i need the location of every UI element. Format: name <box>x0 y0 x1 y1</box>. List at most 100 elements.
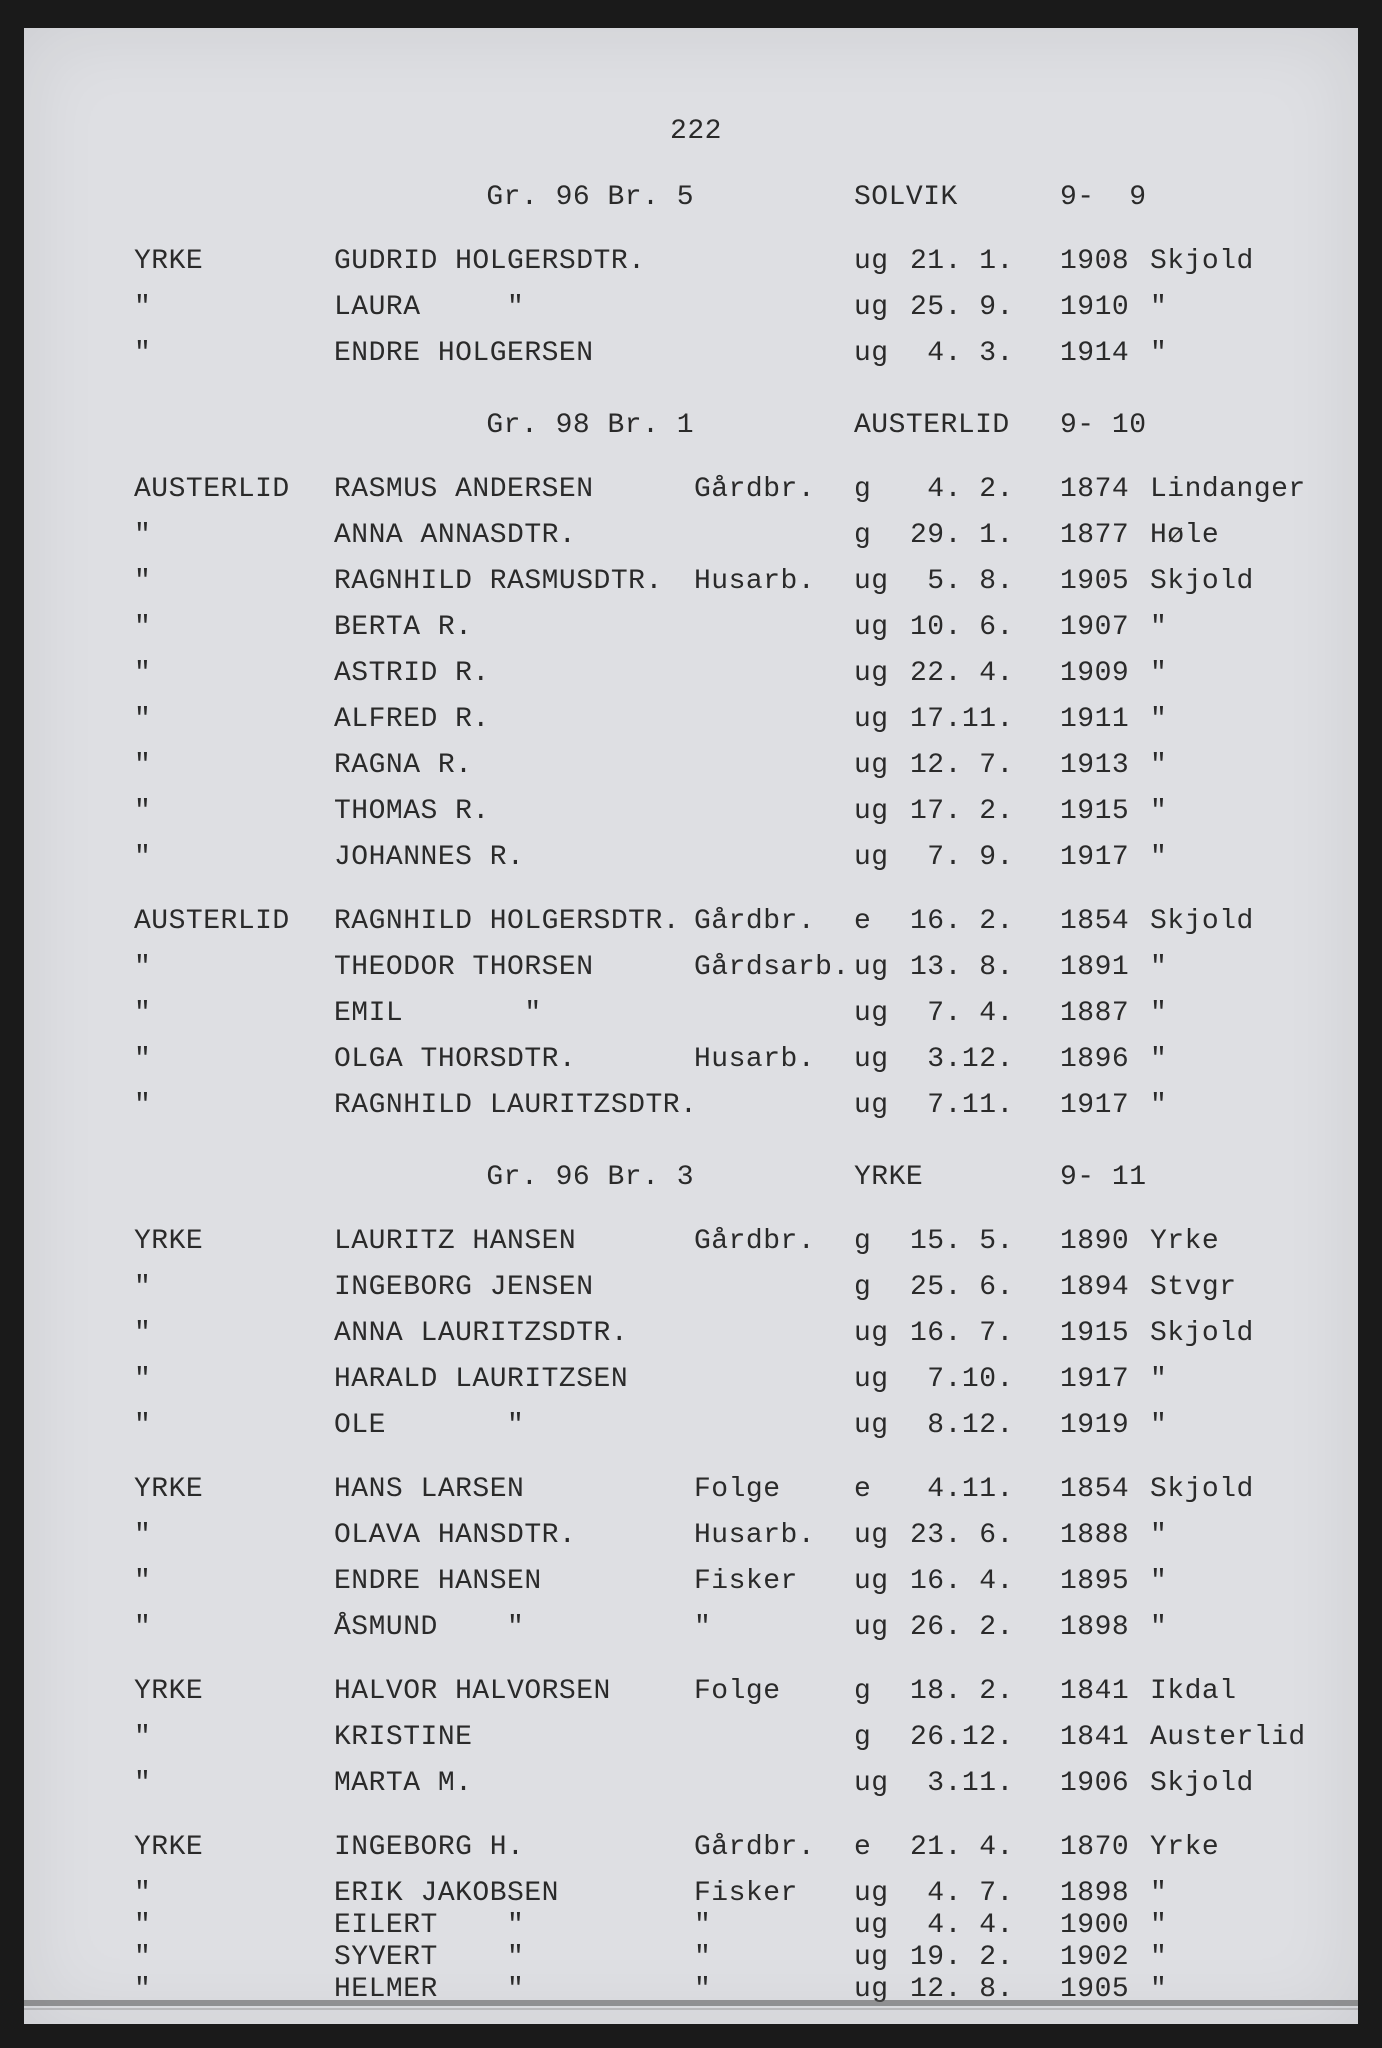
col-status: ug <box>854 568 910 596</box>
col-year: 1917 <box>1060 1366 1150 1394</box>
record-row: "LAURA "ug25. 9.1910" <box>134 294 1258 326</box>
record-row: YRKEGUDRID HOLGERSDTR.ug21. 1.1908Skjold <box>134 248 1258 280</box>
col-name: HANS LARSEN <box>334 1476 694 1504</box>
col-status: ug <box>854 1568 910 1596</box>
gap <box>134 1138 1258 1164</box>
record-row: "MARTA M.ug 3.11.1906Skjold <box>134 1770 1258 1802</box>
col-date: 7.10. <box>910 1366 1060 1394</box>
col-place: " <box>134 1320 334 1348</box>
record-row: YRKEINGEBORG H.Gårdbr.e21. 4.1870Yrke <box>134 1834 1258 1866</box>
gap <box>134 2008 1258 2034</box>
col-origin: " <box>1150 706 1258 734</box>
scan-frame: 222 Gr. 96 Br. 5SOLVIK9- 9YRKEGUDRID HOL… <box>0 0 1382 2048</box>
record-row: YRKEHANS LARSENFolgee 4.11.1854Skjold <box>134 1476 1258 1508</box>
col-place: " <box>134 798 334 826</box>
col-year: 1917 <box>1060 1092 1150 1120</box>
col-place: " <box>134 614 334 642</box>
section-gr-br: Gr. 96 Br. 3 <box>334 1164 694 1192</box>
record-row: "OLAVA HANSDTR.Husarb.ug23. 6.1888" <box>134 1522 1258 1554</box>
col-place: " <box>134 844 334 872</box>
col-place: YRKE <box>134 1476 334 1504</box>
col-year: 1900 <box>1060 1912 1150 1940</box>
col-place: " <box>134 1880 334 1908</box>
col-place: " <box>134 752 334 780</box>
col-place: AUSTERLID <box>134 476 334 504</box>
col-place: " <box>134 660 334 688</box>
col-status: g <box>854 1228 910 1256</box>
col-name: INGEBORG H. <box>334 1834 694 1862</box>
col-status: ug <box>854 294 910 322</box>
col-status: e <box>854 1476 910 1504</box>
col-date: 16. 7. <box>910 1320 1060 1348</box>
col-name: EILERT " <box>334 1912 694 1940</box>
document-page: 222 Gr. 96 Br. 5SOLVIK9- 9YRKEGUDRID HOL… <box>24 28 1358 2024</box>
section-gr-br: Gr. 96 Br. 5 <box>334 184 694 212</box>
col-year: 1898 <box>1060 1614 1150 1642</box>
col-occupation: Folge <box>694 1476 854 1504</box>
record-row: "INGEBORG JENSENg25. 6.1894Stvgr <box>134 1274 1258 1306</box>
record-row: AUSTERLIDRASMUS ANDERSENGårdbr.g 4. 2.18… <box>134 476 1258 508</box>
col-origin: " <box>1150 1880 1258 1908</box>
col-year: 1894 <box>1060 1274 1150 1302</box>
col-date: 10. 6. <box>910 614 1060 642</box>
col-name: RAGNHILD HOLGERSDTR. <box>334 908 694 936</box>
col-origin: " <box>1150 1912 1258 1940</box>
col-name: JOHANNES R. <box>334 844 694 872</box>
col-place: " <box>134 340 334 368</box>
col-name: EMIL " <box>334 1000 694 1028</box>
record-row: "THOMAS R.ug17. 2.1915" <box>134 798 1258 830</box>
col-place: " <box>134 1046 334 1074</box>
col-year: 1854 <box>1060 908 1150 936</box>
col-date: 7.11. <box>910 1092 1060 1120</box>
col-date: 8.12. <box>910 1412 1060 1440</box>
section-gr-br: Gr. 98 Br. 1 <box>334 412 694 440</box>
col-status: ug <box>854 248 910 276</box>
col-name: ENDRE HOLGERSEN <box>334 340 694 368</box>
col-place: " <box>134 954 334 982</box>
col-name: RAGNHILD LAURITZSDTR. <box>334 1092 694 1120</box>
record-row: "ENDRE HOLGERSENug 4. 3.1914" <box>134 340 1258 372</box>
col-date: 26. 2. <box>910 1614 1060 1642</box>
section-ref: 9- 9 <box>1060 184 1258 212</box>
col-date: 4. 4. <box>910 1912 1060 1940</box>
col-date: 23. 6. <box>910 1522 1060 1550</box>
col-date: 12. 7. <box>910 752 1060 780</box>
col-origin: " <box>1150 1366 1258 1394</box>
col-origin: " <box>1150 752 1258 780</box>
col-origin: " <box>1150 844 1258 872</box>
gap <box>134 386 1258 412</box>
record-row: "SYVERT ""ug19. 2.1902" <box>134 1944 1258 1974</box>
col-date: 25. 6. <box>910 1274 1060 1302</box>
col-place: " <box>134 1568 334 1596</box>
col-status: ug <box>854 844 910 872</box>
col-date: 13. 8. <box>910 954 1060 982</box>
col-year: 1902 <box>1060 1944 1150 1972</box>
col-status: ug <box>854 1944 910 1972</box>
col-date: 18. 2. <box>910 1678 1060 1706</box>
col-status: ug <box>854 798 910 826</box>
col-name: ALFRED R. <box>334 706 694 734</box>
col-place: " <box>134 1274 334 1302</box>
record-row: "ÅSMUND ""ug26. 2.1898" <box>134 1614 1258 1646</box>
section-name: SOLVIK <box>854 184 1060 212</box>
col-date: 4. 7. <box>910 1880 1060 1908</box>
col-status: ug <box>854 1912 910 1940</box>
col-name: OLAVA HANSDTR. <box>334 1522 694 1550</box>
section-ref: 9- 11 <box>1060 1164 1258 1192</box>
col-year: 1905 <box>1060 568 1150 596</box>
section-header: Gr. 96 Br. 5 SOLVIK9- 9 <box>134 184 1258 216</box>
section-ref: 9- 10 <box>1060 412 1258 440</box>
col-status: ug <box>854 1320 910 1348</box>
col-name: ANNA LAURITZSDTR. <box>334 1320 694 1348</box>
record-row: "ENDRE HANSENFiskerug16. 4.1895" <box>134 1568 1258 1600</box>
col-place: " <box>134 1912 334 1940</box>
record-row: "HARALD LAURITZSENug 7.10.1917" <box>134 1366 1258 1398</box>
col-occupation: Fisker <box>694 1880 854 1908</box>
col-status: ug <box>854 1046 910 1074</box>
col-status: ug <box>854 660 910 688</box>
record-row: "ALFRED R.ug17.11.1911" <box>134 706 1258 738</box>
col-year: 1898 <box>1060 1880 1150 1908</box>
col-year: 1908 <box>1060 248 1150 276</box>
section-header: Gr. 96 Br. 3YRKE9- 11 <box>134 1164 1258 1196</box>
col-status: e <box>854 908 910 936</box>
